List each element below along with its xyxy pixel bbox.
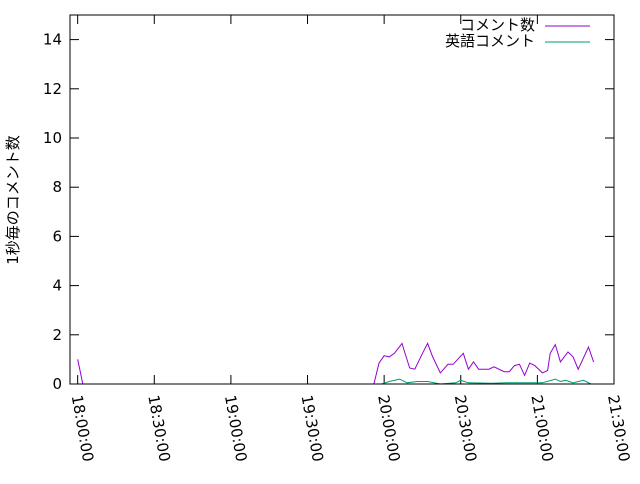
legend: コメント数 英語コメント [445, 16, 590, 50]
legend-label-english: 英語コメント [445, 32, 535, 50]
y-tick-label: 14 [43, 31, 62, 49]
series-line-0 [77, 342, 595, 385]
x-tick-label: 21:30:00 [604, 394, 633, 463]
y-tick-label: 2 [52, 326, 62, 344]
series-line-1 [381, 378, 592, 385]
x-tick-label: 18:30:00 [144, 394, 173, 463]
x-tick-label: 20:30:00 [451, 394, 480, 463]
x-tick-label: 19:30:00 [298, 394, 327, 463]
y-tick-label: 12 [43, 80, 62, 98]
plot-border [69, 14, 615, 385]
y-tick-label: 6 [52, 227, 62, 245]
y-tick-label: 0 [52, 375, 62, 393]
x-tick-label: 18:00:00 [68, 394, 97, 463]
y-tick-label: 8 [52, 178, 62, 196]
x-tick-label: 20:00:00 [374, 394, 403, 463]
x-tick-label: 21:00:00 [527, 394, 556, 463]
x-tick-label: 19:00:00 [221, 394, 250, 463]
y-tick-label: 10 [43, 129, 62, 147]
legend-label-comments: コメント数 [460, 16, 535, 34]
y-axis-label: 1秒毎のコメント数 [4, 135, 22, 265]
y-tick-label: 4 [52, 277, 62, 295]
